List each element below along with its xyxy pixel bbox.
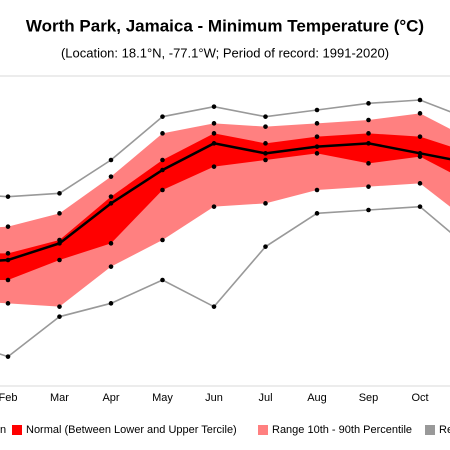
data-point: [5, 251, 11, 256]
data-point: [366, 117, 371, 123]
x-tick-label: Apr: [102, 392, 119, 404]
data-point: [314, 211, 320, 216]
x-tick-label: Jun: [205, 392, 223, 404]
data-point: [160, 237, 165, 243]
legend: n Normal (Between Lower and Upper Tercile…: [0, 424, 450, 436]
data-point: [57, 304, 62, 309]
data-point: [366, 161, 371, 166]
band-area: [0, 113, 450, 307]
data-point: [211, 141, 217, 146]
plot-area: [0, 97, 450, 359]
data-point: [160, 131, 165, 136]
data-point: [211, 104, 217, 109]
data-point: [366, 131, 371, 136]
legend-label: Re: [439, 424, 450, 436]
data-point: [160, 167, 165, 173]
data-point: [160, 187, 165, 193]
x-tick-label: Jul: [258, 392, 272, 404]
data-point: [417, 154, 423, 159]
data-point: [5, 354, 11, 359]
data-point: [417, 111, 423, 116]
x-tick-label: May: [152, 392, 173, 404]
legend-label: n: [0, 424, 6, 436]
data-point: [211, 204, 217, 209]
data-point: [366, 184, 371, 189]
band-area: [0, 133, 450, 280]
legend-label: Range 10th - 90th Percentile: [272, 424, 412, 436]
data-point: [314, 144, 320, 149]
data-point: [160, 157, 165, 163]
data-point: [417, 134, 423, 139]
data-point: [314, 151, 320, 156]
data-point: [263, 244, 268, 249]
data-point: [160, 277, 165, 283]
chart-subtitle: (Location: 18.1°N, -77.1°W; Period of re…: [61, 45, 389, 60]
data-point: [417, 181, 423, 186]
legend-swatch: [425, 425, 435, 435]
data-point: [160, 114, 165, 119]
x-tick-label: Feb: [0, 392, 17, 404]
legend-swatch: [258, 425, 268, 435]
plot-border: [0, 75, 450, 387]
data-point: [263, 157, 268, 163]
data-point: [57, 211, 62, 216]
data-point: [263, 201, 268, 206]
data-point: [108, 301, 114, 306]
data-point: [5, 224, 11, 229]
x-tick-label: Mar: [50, 392, 69, 404]
data-point: [211, 131, 217, 136]
data-point: [366, 101, 371, 106]
legend-swatch: [12, 425, 22, 435]
chart-title: Worth Park, Jamaica - Minimum Temperatur…: [26, 16, 424, 35]
data-point: [417, 204, 423, 209]
data-point: [263, 141, 268, 146]
data-point: [57, 191, 62, 196]
legend-label: Normal (Between Lower and Upper Tercile): [26, 424, 237, 436]
data-point: [417, 151, 423, 156]
data-point: [108, 201, 114, 206]
data-point: [108, 157, 114, 163]
data-point: [314, 187, 320, 193]
x-tick-label: Aug: [307, 392, 327, 404]
data-point: [263, 114, 268, 119]
data-point: [263, 151, 268, 156]
data-point: [366, 207, 371, 213]
data-point: [57, 241, 62, 246]
data-point: [417, 97, 423, 103]
data-point: [5, 277, 11, 283]
data-point: [366, 141, 371, 146]
data-point: [211, 164, 217, 169]
data-point: [108, 241, 114, 246]
data-point: [211, 304, 217, 309]
data-point: [314, 134, 320, 139]
data-point: [5, 257, 11, 263]
data-point: [108, 174, 114, 179]
data-point: [108, 264, 114, 269]
x-tick-label: Sep: [359, 392, 379, 404]
data-point: [57, 314, 62, 319]
data-point: [314, 107, 320, 113]
data-point: [5, 301, 11, 306]
data-point: [5, 194, 11, 199]
data-point: [314, 121, 320, 126]
x-tick-label: Oct: [411, 392, 428, 404]
data-point: [211, 121, 217, 126]
data-point: [263, 124, 268, 129]
data-point: [57, 257, 62, 263]
data-point: [108, 194, 114, 199]
data-point: [57, 237, 62, 243]
